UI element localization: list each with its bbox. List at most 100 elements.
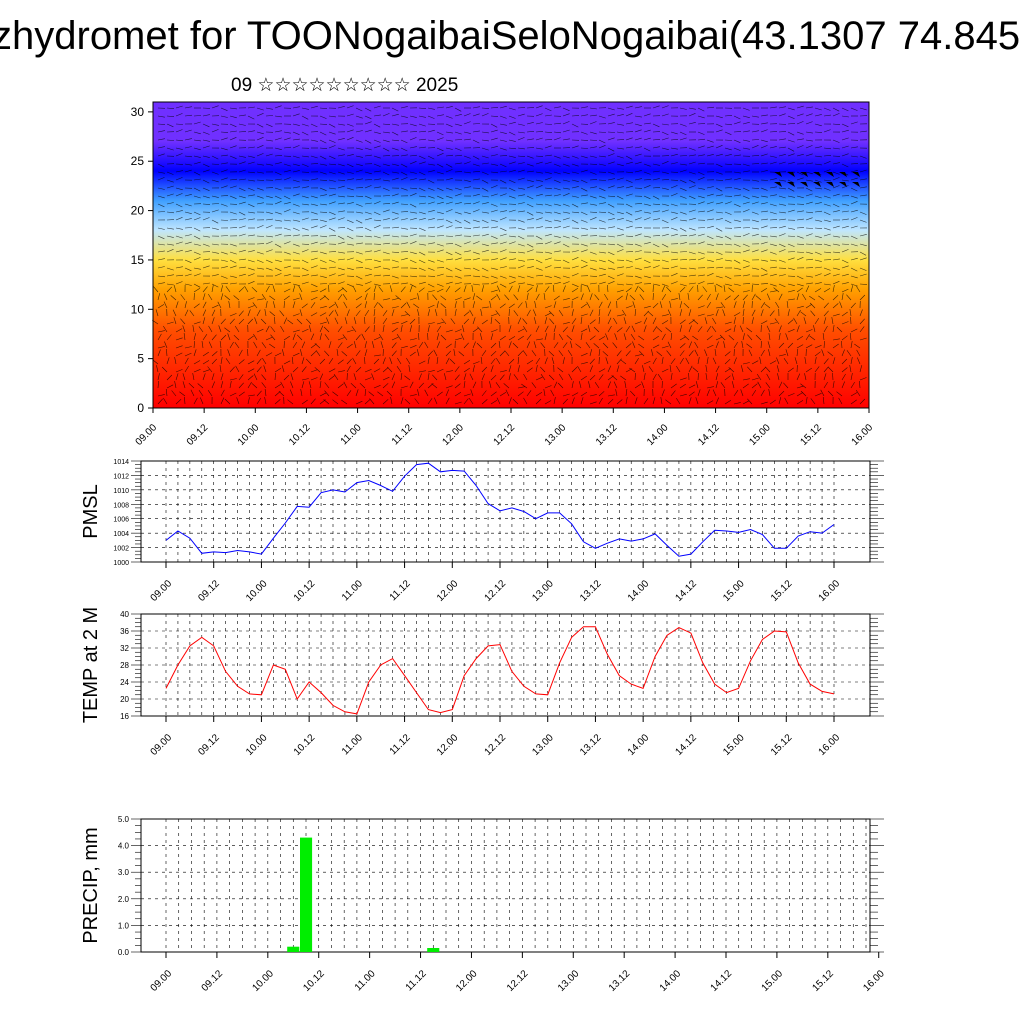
x-tick-label: 12.00: [435, 732, 461, 758]
x-tick-label: 13.12: [607, 968, 633, 994]
vector-arrow: [826, 172, 834, 177]
x-tick-label: 09.00: [134, 422, 160, 448]
x-tick-label: 09.00: [149, 578, 175, 604]
x-tick-label: 11.00: [340, 578, 365, 603]
x-tick-label: 10.00: [244, 732, 270, 758]
x-tick-label: 14.12: [709, 968, 735, 994]
vector-arrow: [774, 182, 782, 187]
y-tick-label: 1002: [113, 546, 129, 553]
y-tick-label: 0.0: [118, 948, 130, 957]
grid: [141, 818, 870, 953]
vector-arrow: [839, 172, 847, 177]
y-tick-label: 1010: [113, 488, 129, 495]
vector-arrow: [826, 182, 834, 187]
x-tick-label: 13.00: [556, 968, 582, 994]
vector-arrow: [852, 172, 860, 177]
y-tick-label: 1000: [113, 560, 129, 567]
x-tick-label: 16.00: [861, 968, 887, 994]
x-tick-label: 16.00: [817, 578, 843, 604]
x-tick-label: 15.00: [760, 968, 786, 994]
x-tick-label: 15.12: [799, 422, 825, 448]
x-tick-label: 12.00: [435, 578, 461, 604]
x-tick-label: 14.12: [696, 422, 722, 448]
x-tick-label: 10.12: [287, 422, 313, 448]
y-tick-label: 36: [120, 627, 129, 636]
grid: [141, 460, 870, 563]
grid: [141, 613, 870, 717]
y-tick-label: 40: [120, 610, 129, 619]
x-tick-label: 11.00: [353, 968, 378, 993]
y-tick-label: 3.0: [118, 868, 130, 877]
x-tick-label: 11.12: [404, 968, 429, 993]
x-tick-label: 13.00: [530, 578, 556, 604]
vector-arrow: [787, 172, 795, 177]
x-tick-label: 10.12: [292, 578, 318, 604]
section-field: [153, 102, 869, 408]
x-tick-label: 13.12: [594, 422, 620, 448]
x-tick-label: 12.00: [441, 422, 467, 448]
vector-arrow: [813, 182, 821, 187]
x-tick-label: 13.00: [543, 422, 569, 448]
x-tick-label: 14.00: [658, 968, 684, 994]
y-tick-label: 10: [131, 302, 145, 316]
x-tick-label: 14.12: [674, 578, 700, 604]
x-tick-label: 14.12: [674, 732, 700, 758]
x-tick-label: 12.12: [505, 968, 531, 994]
x-tick-label: 15.00: [721, 732, 747, 758]
precip-bar: [427, 948, 440, 952]
x-tick-label: 14.00: [626, 578, 652, 604]
y-tick-label: 16: [120, 712, 129, 721]
x-tick-label: 09.12: [185, 422, 211, 448]
vector-arrow: [800, 182, 808, 187]
x-tick-label: 16.00: [850, 422, 876, 448]
vector-arrow: [852, 182, 860, 187]
y-tick-label: 1004: [113, 531, 129, 538]
x-tick-label: 13.12: [578, 578, 604, 604]
x-tick-label: 09.00: [149, 732, 175, 758]
precip-bar: [287, 946, 300, 952]
y-axis-title: PRECIP, mm: [80, 827, 102, 943]
x-tick-label: 11.12: [390, 422, 415, 447]
page-subtitle: 09 ☆☆☆☆☆☆☆☆☆ 2025: [231, 75, 459, 96]
x-tick-label: 10.12: [292, 732, 318, 758]
x-tick-label: 10.00: [250, 968, 276, 994]
x-tick-label: 15.00: [721, 578, 747, 604]
y-tick-label: 1006: [113, 517, 129, 524]
x-tick-label: 10.00: [244, 578, 270, 604]
y-tick-label: 1014: [113, 459, 129, 466]
x-tick-label: 16.00: [817, 732, 843, 758]
x-tick-label: 14.00: [645, 422, 671, 448]
series-line: [165, 462, 835, 557]
x-tick-label: 09.00: [149, 968, 175, 994]
x-tick-label: 15.12: [769, 578, 795, 604]
y-tick-label: 32: [120, 644, 129, 653]
y-tick-label: 20: [120, 695, 129, 704]
y-tick-label: 28: [120, 661, 129, 670]
x-tick-label: 15.00: [747, 422, 773, 448]
x-tick-label: 13.00: [530, 732, 556, 758]
x-tick-label: 15.12: [810, 968, 836, 994]
x-tick-label: 12.00: [454, 968, 480, 994]
y-tick-label: 15: [131, 253, 145, 267]
y-tick-label: 25: [131, 154, 145, 168]
y-tick-label: 4.0: [118, 842, 130, 851]
y-tick-label: 0: [137, 401, 144, 415]
x-tick-label: 11.12: [388, 578, 413, 603]
vector-reference: [774, 172, 860, 187]
vector-arrow: [774, 172, 782, 177]
y-axis-title: PMSL: [80, 484, 102, 538]
vector-arrow: [800, 172, 808, 177]
x-tick-label: 10.00: [236, 422, 262, 448]
x-tick-label: 15.12: [769, 732, 795, 758]
panel-frame: [140, 460, 871, 563]
x-tick-label: 09.12: [200, 968, 226, 994]
series-line: [165, 626, 835, 715]
y-tick-label: 1.0: [118, 921, 130, 930]
y-tick-label: 1012: [113, 473, 129, 480]
x-tick-label: 14.00: [626, 732, 652, 758]
x-tick-label: 13.12: [578, 732, 604, 758]
x-tick-label: 11.00: [339, 422, 364, 447]
x-tick-label: 10.12: [301, 968, 327, 994]
y-tick-label: 1008: [113, 502, 129, 509]
